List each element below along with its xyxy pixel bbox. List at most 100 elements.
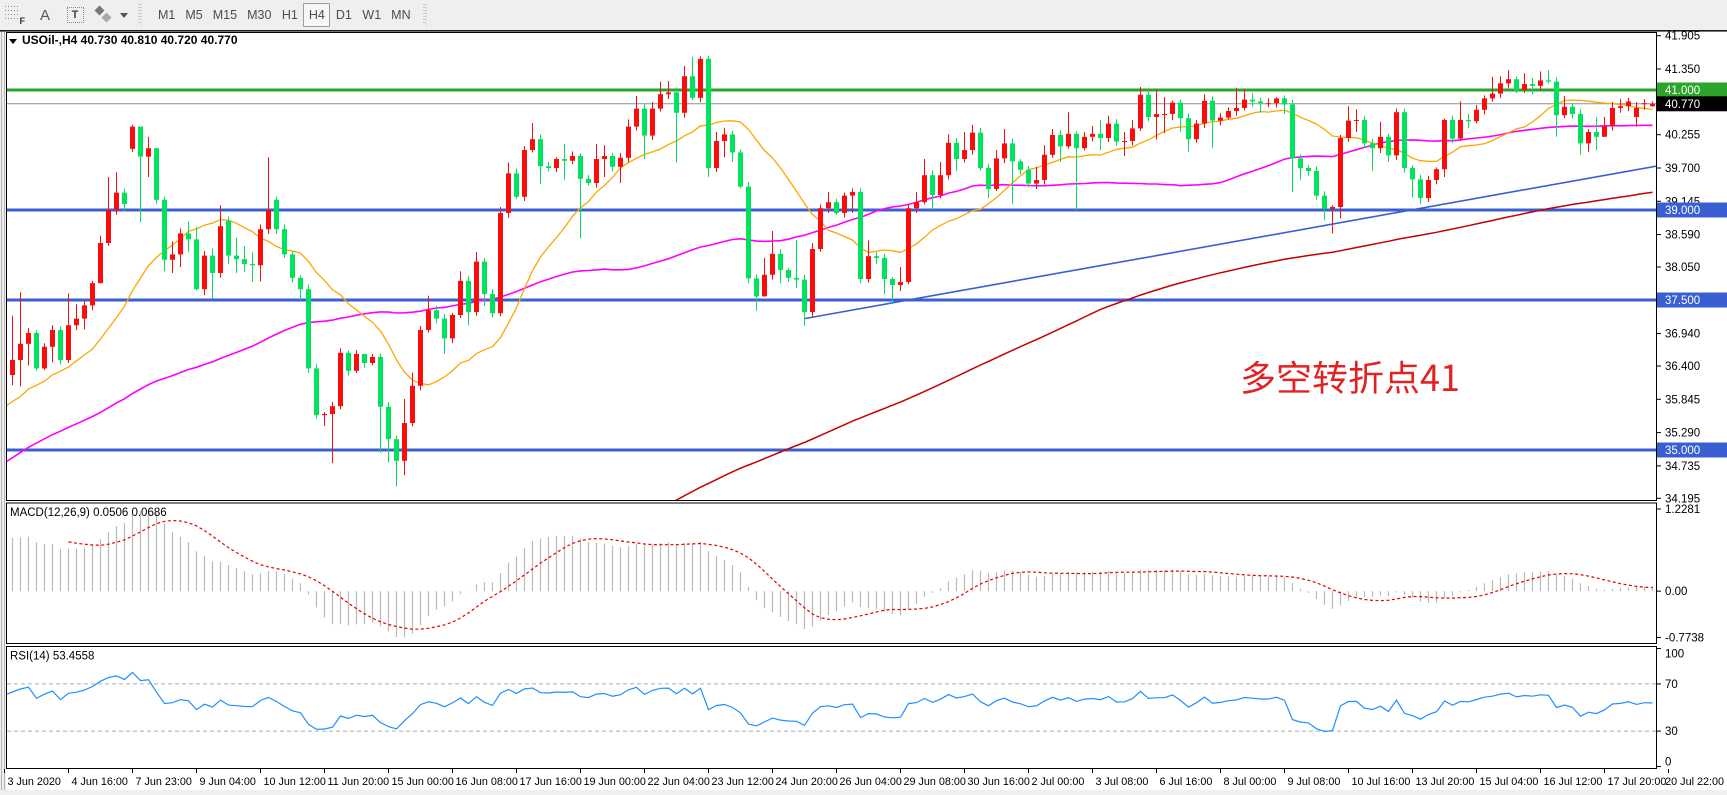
time-tick-label: 3 Jun 2020 (8, 776, 61, 788)
ma-mid-line (7, 124, 1653, 463)
rsi-axis-label: 100 (1665, 649, 1684, 661)
time-tick-label: 10 Jul 16:00 (1352, 776, 1411, 788)
time-tick-label: 3 Jul 08:00 (1096, 776, 1149, 788)
toolbar-separator-2 (422, 2, 432, 28)
macd-axis: 1.2281 0.00 -0.7738 (1657, 504, 1704, 645)
macd-signal-line (68, 519, 1653, 630)
price-tick-label: 36.940 (1665, 329, 1700, 341)
time-tick-label: 2 Jul 00:00 (1032, 776, 1085, 788)
time-tick-label: 6 Jul 16:00 (1160, 776, 1213, 788)
timeframe-button-w1[interactable]: W1 (362, 8, 382, 22)
price-badge-label: 37.500 (1665, 295, 1700, 307)
time-axis[interactable]: 3 Jun 2020 4 Jun 16:00 7 Jun 23:00 9 Jun 04… (0, 769, 1727, 795)
time-tick-label: 17 Jun 16:00 (520, 776, 582, 788)
time-tick-label: 17 Jul 20:00 (1608, 776, 1667, 788)
price-badge-41.000 (1657, 82, 1727, 98)
main-price-panel[interactable] (6, 32, 1657, 501)
shapes-icon (93, 4, 115, 26)
macd-panel-content (11, 509, 1654, 638)
price-tick-label: 35.290 (1665, 428, 1700, 440)
rsi-line (7, 671, 1653, 733)
ma-slow-line (674, 191, 1653, 500)
price-tick-label: 34.735 (1665, 461, 1700, 473)
timeframe-button-mn[interactable]: MN (391, 8, 411, 22)
time-tick-label: 9 Jun 04:00 (200, 776, 256, 788)
timeframe-button-m30[interactable]: M30 (247, 8, 272, 22)
timeframe-button-m15[interactable]: M15 (212, 8, 238, 22)
price-badge-35.000 (1657, 442, 1727, 458)
chart-window[interactable]: USOil-,H4 40.730 40.810 40.720 40.770 MAC… (0, 30, 1727, 795)
time-tick-label: 9 Jul 08:00 (1288, 776, 1341, 788)
price-tick-label: 35.845 (1665, 394, 1700, 406)
price-badge-label: 39.000 (1665, 205, 1700, 217)
shapes-dropdown-icon[interactable] (120, 12, 128, 18)
time-tick-label: 20 Jul 22:00 (1665, 776, 1724, 788)
price-tick-label: 34.195 (1665, 493, 1700, 505)
toolbar-separator (138, 2, 147, 28)
toolbar: F A T M1 M5 M15 M30 H1 H4 D1 W1 MN (0, 0, 1727, 30)
time-tick-label: 15 Jun 00:00 (392, 776, 454, 788)
candles (10, 55, 1655, 487)
price-badge-40.770 (1657, 96, 1727, 112)
time-tick-label: 4 Jun 16:00 (72, 776, 128, 788)
timeframe-button-d1[interactable]: D1 (335, 8, 352, 22)
timeframe-button-m5[interactable]: M5 (185, 8, 203, 22)
chart-title-collapse-icon[interactable] (9, 39, 17, 44)
rsi-axis: 100 70 30 0 (1657, 648, 1684, 769)
ma-fast-line (7, 99, 1653, 407)
price-tick-label: 41.350 (1665, 64, 1700, 76)
timeframe-bar: M1 M5 M15 M30 H1 H4 D1 W1 MN (153, 3, 416, 27)
price-badge-37.500 (1657, 292, 1727, 308)
macd-axis-label: 0.00 (1665, 586, 1687, 598)
annotation-text[interactable] (1242, 360, 1458, 394)
main-panel-content (7, 55, 1657, 500)
text-label-tool-button[interactable]: A (32, 3, 58, 27)
chart-canvas[interactable]: USOil-,H4 40.730 40.810 40.720 40.770 MAC… (0, 30, 1727, 795)
text-box-tool-button[interactable]: T (62, 3, 88, 27)
support-trendline[interactable] (804, 165, 1657, 320)
rsi-axis-label: 70 (1665, 679, 1678, 691)
time-tick-label: 30 Jun 16:00 (968, 776, 1030, 788)
price-tick-label: 38.590 (1665, 230, 1700, 242)
time-tick-label: 29 Jun 08:00 (904, 776, 966, 788)
macd-label: MACD(12,26,9) 0.0506 0.0686 (10, 507, 167, 519)
price-badge-label: 35.000 (1665, 445, 1700, 457)
time-tick-label: 11 Jun 20:00 (328, 776, 390, 788)
time-tick-label: 13 Jul 20:00 (1416, 776, 1475, 788)
shapes-tool-button[interactable] (92, 3, 129, 27)
price-badge-label: 41.000 (1665, 85, 1700, 97)
time-tick-label: 15 Jul 04:00 (1480, 776, 1539, 788)
time-tick-label: 24 Jun 20:00 (776, 776, 838, 788)
time-tick-label: 8 Jul 00:00 (1224, 776, 1277, 788)
price-tick-label: 39.700 (1665, 163, 1700, 175)
timeframe-button-m1[interactable]: M1 (158, 8, 176, 22)
rsi-label: RSI(14) 53.4558 (10, 651, 94, 663)
macd-axis-label: -0.7738 (1665, 633, 1704, 645)
text-label-icon: A (39, 6, 50, 24)
price-tick-label: 38.050 (1665, 262, 1700, 274)
timeframe-button-h1[interactable]: H1 (281, 8, 298, 22)
macd-panel[interactable] (6, 502, 1657, 644)
price-tick-label: 40.255 (1665, 130, 1700, 142)
time-tick-label: 19 Jun 00:00 (584, 776, 646, 788)
price-tick-label: 41.905 (1665, 31, 1700, 43)
price-badge-label: 40.770 (1665, 99, 1700, 111)
time-tick-label: 16 Jun 08:00 (456, 776, 518, 788)
rsi-axis-label: 30 (1665, 726, 1678, 738)
timeframe-button-h4[interactable]: H4 (303, 3, 331, 27)
price-badge-39.000 (1657, 202, 1727, 218)
fibonacci-icon: F (4, 4, 26, 26)
price-tick-label: 36.400 (1665, 361, 1700, 373)
left-window-strip (0, 30, 6, 795)
fibonacci-tool-button[interactable]: F (2, 3, 28, 27)
rsi-panel[interactable] (6, 646, 1657, 769)
time-tick-label: 22 Jun 04:00 (648, 776, 710, 788)
price-axis[interactable]: 41.90541.35040.25539.70039.14538.59038.0… (1657, 31, 1727, 506)
macd-axis-label: 1.2281 (1665, 504, 1700, 516)
rsi-axis-label: 0 (1665, 757, 1671, 769)
chart-title: USOil-,H4 40.730 40.810 40.720 40.770 (22, 33, 238, 47)
time-tick-label: 10 Jun 12:00 (264, 776, 326, 788)
time-tick-label: 26 Jun 04:00 (840, 776, 902, 788)
time-tick-label: 23 Jun 12:00 (712, 776, 774, 788)
